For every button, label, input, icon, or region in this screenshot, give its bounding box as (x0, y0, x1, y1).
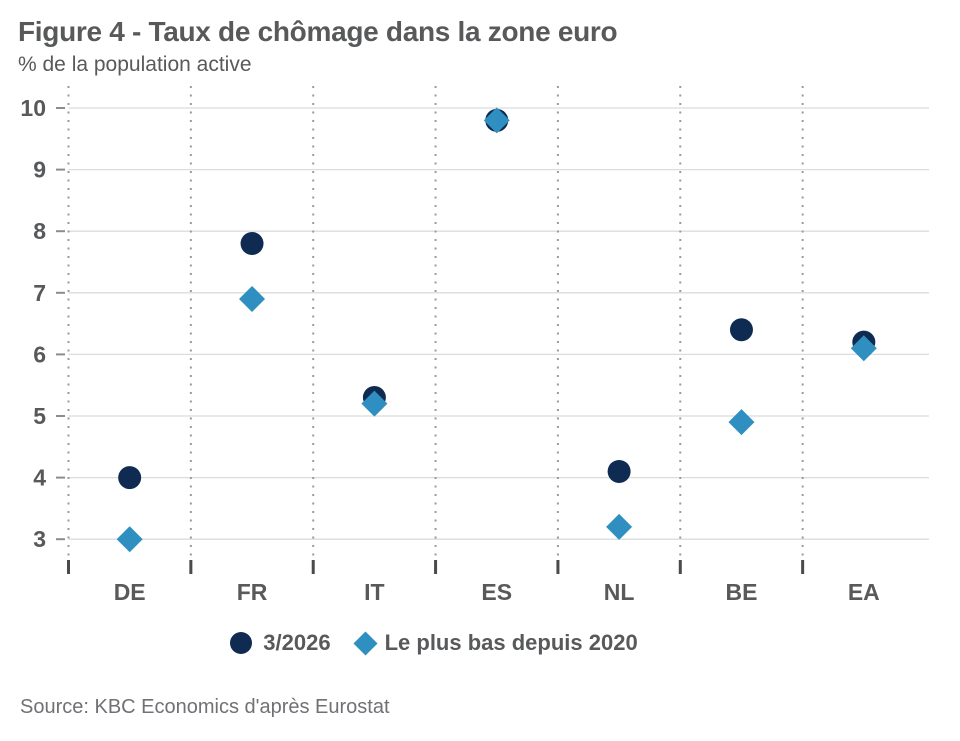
legend-label-series-1: 3/2026 (263, 630, 331, 655)
y-tick-label-7: 7 (33, 280, 46, 306)
marker-diamond-DE (116, 526, 143, 553)
marker-circle-BE (729, 318, 753, 342)
chart-subtitle: % de la population active (18, 53, 252, 76)
chart-legend: 3/2026 Le plus bas depuis 2020 (0, 630, 960, 656)
x-tick-label-DE: DE (114, 579, 146, 605)
x-tick-label-EA: EA (848, 579, 880, 605)
y-tick-label-4: 4 (33, 465, 46, 491)
y-tick-label-3: 3 (33, 526, 46, 552)
marker-diamond-EA (850, 335, 877, 362)
x-tick-label-FR: FR (237, 579, 268, 605)
y-tick-label-5: 5 (33, 403, 46, 429)
y-tick-label-8: 8 (33, 218, 46, 244)
marker-diamond-IT (361, 390, 388, 417)
marker-circle-FR (240, 232, 264, 256)
x-tick-label-IT: IT (364, 579, 384, 605)
marker-diamond-ES (483, 107, 510, 134)
y-tick-label-10: 10 (20, 95, 46, 121)
x-tick-label-NL: NL (604, 579, 635, 605)
legend-item-series-2: Le plus bas depuis 2020 (353, 630, 638, 656)
marker-diamond-FR (239, 285, 266, 312)
chart-title: Figure 4 - Taux de chômage dans la zone … (18, 16, 618, 47)
legend-item-series-1: 3/2026 (230, 630, 331, 656)
marker-circle-DE (118, 466, 142, 490)
legend-label-series-2: Le plus bas depuis 2020 (384, 630, 638, 655)
scatter-chart: 3 4 5 6 7 8 9 10 DE FR IT ES NL BE EA (20, 86, 929, 605)
diamond-marker-icon (353, 630, 378, 656)
marker-circle-NL (607, 459, 631, 483)
y-tick-label-9: 9 (33, 157, 46, 183)
chart-area: 3 4 5 6 7 8 9 10 DE FR IT ES NL BE EA (0, 80, 960, 610)
chart-header: Figure 4 - Taux de chômage dans la zone … (0, 0, 960, 78)
circle-marker-icon (230, 632, 253, 654)
marker-diamond-NL (606, 513, 633, 540)
marker-diamond-BE (728, 409, 755, 436)
x-tick-label-BE: BE (725, 579, 757, 605)
y-tick-label-6: 6 (33, 341, 46, 367)
x-tick-label-ES: ES (481, 579, 512, 605)
source-text: Source: KBC Economics d'après Eurostat (20, 696, 390, 718)
